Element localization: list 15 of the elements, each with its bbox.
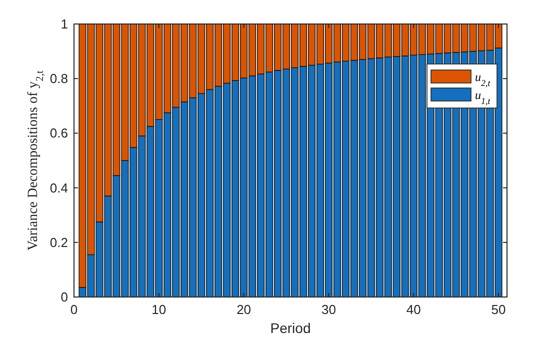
x-tick-label: 20: [236, 302, 252, 317]
y-tick-label: 0: [60, 290, 68, 304]
x-tick-label: 0: [70, 302, 78, 317]
y-tick-label: 0.2: [50, 234, 68, 250]
y-tick-label: 0.8: [50, 71, 68, 86]
x-tick-label: 40: [406, 302, 421, 317]
legend-label: u$_{2,t}$: [475, 70, 491, 88]
x-tick-label: 10: [152, 302, 166, 317]
legend-label: u$_{1,t}$: [475, 88, 491, 106]
x-axis-title: Period: [270, 320, 311, 336]
x-tick-label: 50: [491, 302, 506, 317]
y-tick-label: 0.6: [50, 126, 68, 141]
y-tick-label: 1: [60, 16, 68, 32]
x-tick-label: 30: [321, 302, 336, 317]
y-tick-label: 0.4: [50, 180, 68, 196]
